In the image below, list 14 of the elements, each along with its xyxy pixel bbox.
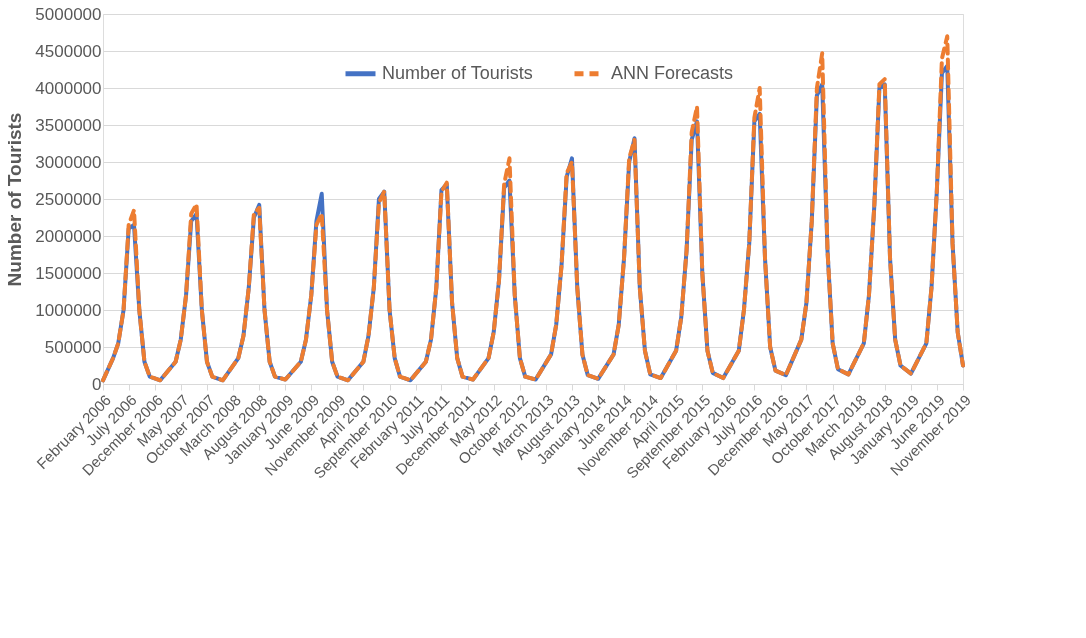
y-tick-label: 2500000 — [35, 189, 102, 209]
y-tick-label: 1500000 — [35, 263, 102, 283]
y-tick-label: 2000000 — [35, 226, 102, 246]
y-tick-label: 3500000 — [35, 115, 102, 135]
y-tick-label: 5000000 — [35, 4, 102, 24]
legend-label: ANN Forecasts — [611, 62, 734, 83]
y-axis-title: Number of Tourists — [4, 112, 26, 287]
y-tick-label: 500000 — [44, 337, 102, 357]
y-tick-label: 4500000 — [35, 41, 102, 61]
y-tick-label: 4000000 — [35, 78, 102, 98]
legend-label: Number of Tourists — [382, 62, 533, 83]
y-tick-label: 1000000 — [35, 300, 102, 320]
y-tick-label: 0 — [92, 374, 102, 394]
y-tick-label: 3000000 — [35, 152, 102, 172]
